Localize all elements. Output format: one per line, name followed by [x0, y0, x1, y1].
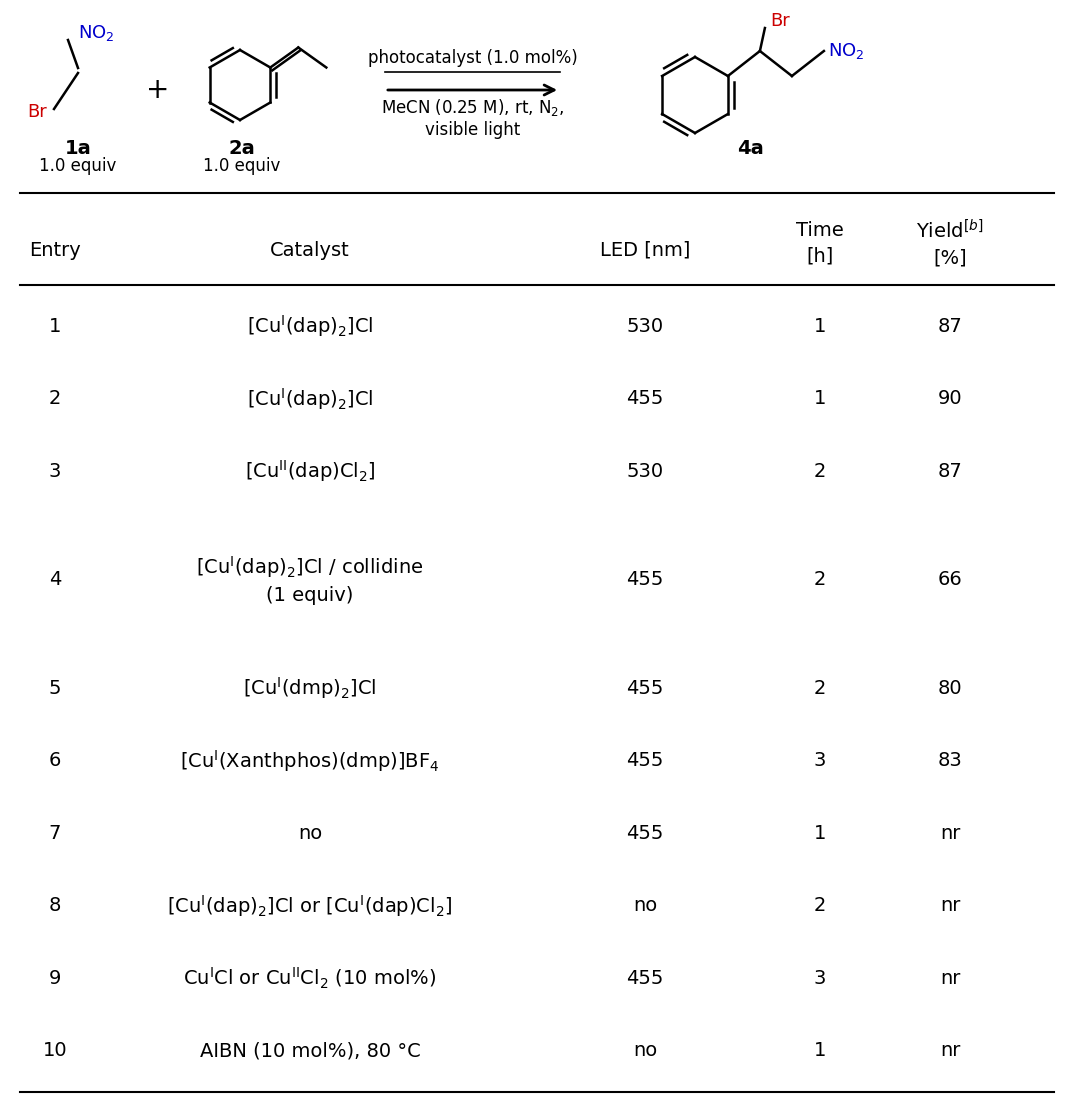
Text: 455: 455 — [626, 969, 664, 988]
Text: 455: 455 — [626, 752, 664, 771]
Text: [Cu$^{\rm I}$(Xanthphos)(dmp)]BF$_4$: [Cu$^{\rm I}$(Xanthphos)(dmp)]BF$_4$ — [180, 747, 439, 774]
Text: 1: 1 — [814, 1041, 826, 1060]
Text: 1: 1 — [48, 317, 61, 336]
Text: 8: 8 — [48, 896, 61, 915]
Text: [Cu$^{\rm I}$(dap)$_2$]Cl: [Cu$^{\rm I}$(dap)$_2$]Cl — [247, 313, 374, 339]
Text: 1: 1 — [814, 824, 826, 843]
Text: Entry: Entry — [29, 241, 81, 260]
Text: visible light: visible light — [425, 121, 520, 139]
Text: 87: 87 — [938, 461, 962, 480]
Text: 530: 530 — [626, 317, 664, 336]
Text: MeCN (0.25 M), rt, N$_2$,: MeCN (0.25 M), rt, N$_2$, — [381, 98, 564, 119]
Text: no: no — [297, 824, 322, 843]
Text: 87: 87 — [938, 317, 962, 336]
Text: 9: 9 — [48, 969, 61, 988]
Text: 1: 1 — [814, 389, 826, 408]
Text: 1.0 equiv: 1.0 equiv — [40, 157, 117, 175]
Text: Cu$^{\rm I}$Cl or Cu$^{\rm II}$Cl$_2$ (10 mol%): Cu$^{\rm I}$Cl or Cu$^{\rm II}$Cl$_2$ (1… — [184, 966, 436, 991]
Text: 1: 1 — [814, 317, 826, 336]
Text: 2a: 2a — [229, 139, 256, 157]
Text: [Cu$^{\rm I}$(dap)$_2$]Cl: [Cu$^{\rm I}$(dap)$_2$]Cl — [247, 386, 374, 411]
Text: Time
[h]: Time [h] — [796, 221, 844, 265]
Text: Br: Br — [27, 103, 47, 121]
Text: 2: 2 — [814, 896, 826, 915]
Text: 6: 6 — [48, 752, 61, 771]
Text: Br: Br — [770, 12, 789, 30]
Text: 3: 3 — [814, 752, 826, 771]
Text: nr: nr — [940, 969, 960, 988]
Text: nr: nr — [940, 1041, 960, 1060]
Text: [Cu$^{\rm I}$(dmp)$_2$]Cl: [Cu$^{\rm I}$(dmp)$_2$]Cl — [243, 675, 377, 702]
Text: 66: 66 — [938, 570, 962, 589]
Text: 90: 90 — [938, 389, 962, 408]
Text: 1a: 1a — [64, 139, 91, 157]
Text: 7: 7 — [48, 824, 61, 843]
Text: 2: 2 — [814, 679, 826, 698]
Text: 83: 83 — [938, 752, 962, 771]
Text: 530: 530 — [626, 461, 664, 480]
Text: no: no — [633, 896, 657, 915]
Text: 80: 80 — [938, 679, 962, 698]
Text: 1.0 equiv: 1.0 equiv — [203, 157, 280, 175]
Text: 4: 4 — [48, 570, 61, 589]
Text: photocatalyst (1.0 mol%): photocatalyst (1.0 mol%) — [367, 49, 578, 67]
Text: LED [nm]: LED [nm] — [599, 241, 691, 260]
Text: 3: 3 — [48, 461, 61, 480]
Text: NO$_2$: NO$_2$ — [828, 41, 865, 61]
Text: 455: 455 — [626, 824, 664, 843]
Text: nr: nr — [940, 896, 960, 915]
Text: NO$_2$: NO$_2$ — [78, 23, 115, 43]
Text: [Cu$^{\rm I}$(dap)$_2$]Cl / collidine
(1 equiv): [Cu$^{\rm I}$(dap)$_2$]Cl / collidine (1… — [197, 554, 423, 606]
Text: 3: 3 — [814, 969, 826, 988]
Text: +: + — [146, 77, 170, 104]
Text: 455: 455 — [626, 679, 664, 698]
Text: 10: 10 — [43, 1041, 68, 1060]
Text: no: no — [633, 1041, 657, 1060]
Text: nr: nr — [940, 824, 960, 843]
Text: 4a: 4a — [737, 139, 764, 157]
Text: 2: 2 — [48, 389, 61, 408]
Text: [Cu$^{\rm I}$(dap)$_2$]Cl or [Cu$^{\rm I}$(dap)Cl$_2$]: [Cu$^{\rm I}$(dap)$_2$]Cl or [Cu$^{\rm I… — [168, 893, 452, 919]
Text: 2: 2 — [814, 461, 826, 480]
Text: AIBN (10 mol%), 80 °C: AIBN (10 mol%), 80 °C — [200, 1041, 420, 1060]
Text: 5: 5 — [48, 679, 61, 698]
Text: 2: 2 — [814, 570, 826, 589]
Text: [Cu$^{\rm II}$(dap)Cl$_2$]: [Cu$^{\rm II}$(dap)Cl$_2$] — [245, 458, 375, 485]
Text: 455: 455 — [626, 570, 664, 589]
Text: Yield$^{[b]}$
[%]: Yield$^{[b]}$ [%] — [916, 218, 984, 267]
Text: Catalyst: Catalyst — [271, 241, 350, 260]
Text: 455: 455 — [626, 389, 664, 408]
